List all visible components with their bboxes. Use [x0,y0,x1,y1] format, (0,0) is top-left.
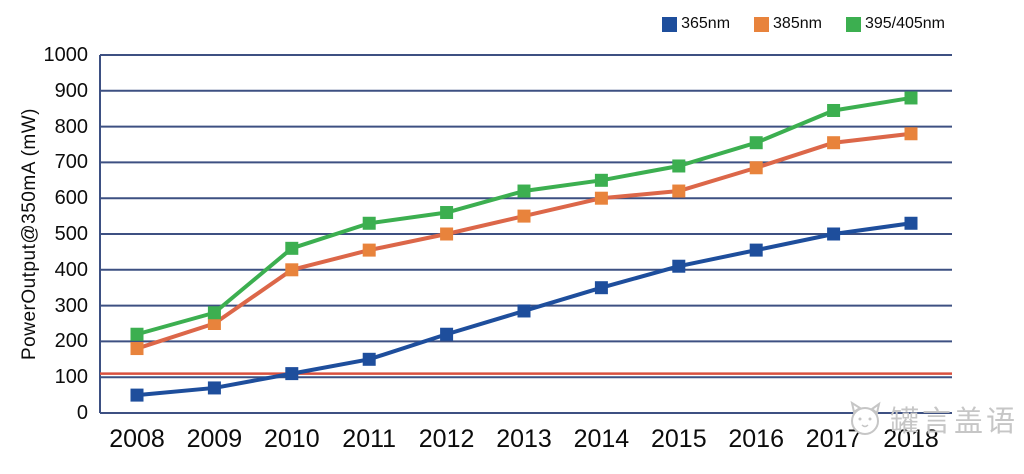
y-tick-label: 1000 [43,44,89,66]
x-tick-label: 2012 [418,425,475,453]
data-point-395/405nm [594,173,608,187]
data-point-395/405nm [130,327,144,341]
data-point-365nm [130,388,144,402]
data-point-395/405nm [440,206,454,220]
x-tick-label: 2010 [263,425,320,453]
y-tick-label: 500 [54,223,88,245]
data-point-365nm [904,216,918,230]
data-point-395/405nm [207,306,221,320]
x-tick-label: 2011 [342,425,397,453]
data-point-385nm [285,263,299,277]
y-tick-label: 100 [54,366,88,389]
legend-label: 365nm [681,15,731,32]
legend-swatch [754,16,770,32]
data-point-365nm [362,352,376,366]
data-point-365nm [672,259,686,273]
y-tick-label: 600 [54,187,88,210]
x-tick-label: 2016 [728,425,784,453]
data-point-365nm [517,304,531,318]
legend-item-365nm: 365nm [662,15,730,33]
x-tick-label: 2014 [573,425,630,453]
y-tick-label: 200 [54,330,88,353]
legend-label: 385nm [773,15,822,32]
data-point-365nm [749,243,763,257]
data-point-395/405nm [285,241,299,255]
data-point-385nm [904,127,918,141]
data-point-395/405nm [672,159,686,173]
watermark-text: 罐言盖语 [889,406,1018,438]
data-point-395/405nm [827,103,841,117]
legend-item-395/405nm: 395/405nm [845,15,945,33]
data-point-385nm [827,136,841,150]
y-tick-label: 800 [54,115,88,138]
legend-label: 395/405nm [864,15,945,32]
watermark: 罐言盖语 [846,398,1018,440]
data-point-385nm [207,317,221,330]
data-point-385nm [440,227,454,241]
x-tick-label: 2018 [883,425,939,453]
data-point-385nm [362,243,376,257]
data-point-365nm [440,327,454,341]
x-tick-label: 2015 [650,425,707,453]
data-point-365nm [207,381,221,395]
y-tick-label: 300 [54,294,88,317]
legend-item-385nm: 385nm [754,15,822,33]
legend: 365nm 385nm 395/405nm [662,15,945,33]
data-point-385nm [130,342,144,356]
data-point-395/405nm [904,91,918,105]
x-tick-label: 2009 [186,425,243,453]
y-tick-label: 400 [54,258,88,281]
y-tick-label: 900 [54,79,88,102]
data-point-385nm [594,191,608,205]
legend-swatch [845,16,861,32]
data-point-365nm [827,227,841,241]
y-tick-label: 0 [76,402,88,424]
x-tick-label: 2017 [805,425,862,453]
data-point-395/405nm [517,184,531,198]
legend-swatch [662,16,678,32]
x-tick-label: 2008 [109,425,165,453]
data-point-395/405nm [362,216,376,230]
data-point-385nm [517,209,531,223]
x-tick-label: 2013 [496,425,552,453]
data-point-365nm [285,367,299,381]
data-point-365nm [594,281,608,295]
data-point-385nm [672,184,686,198]
data-point-385nm [749,161,763,175]
cat-face-icon [850,400,881,435]
y-tick-label: 700 [54,151,88,174]
data-point-395/405nm [749,136,763,150]
